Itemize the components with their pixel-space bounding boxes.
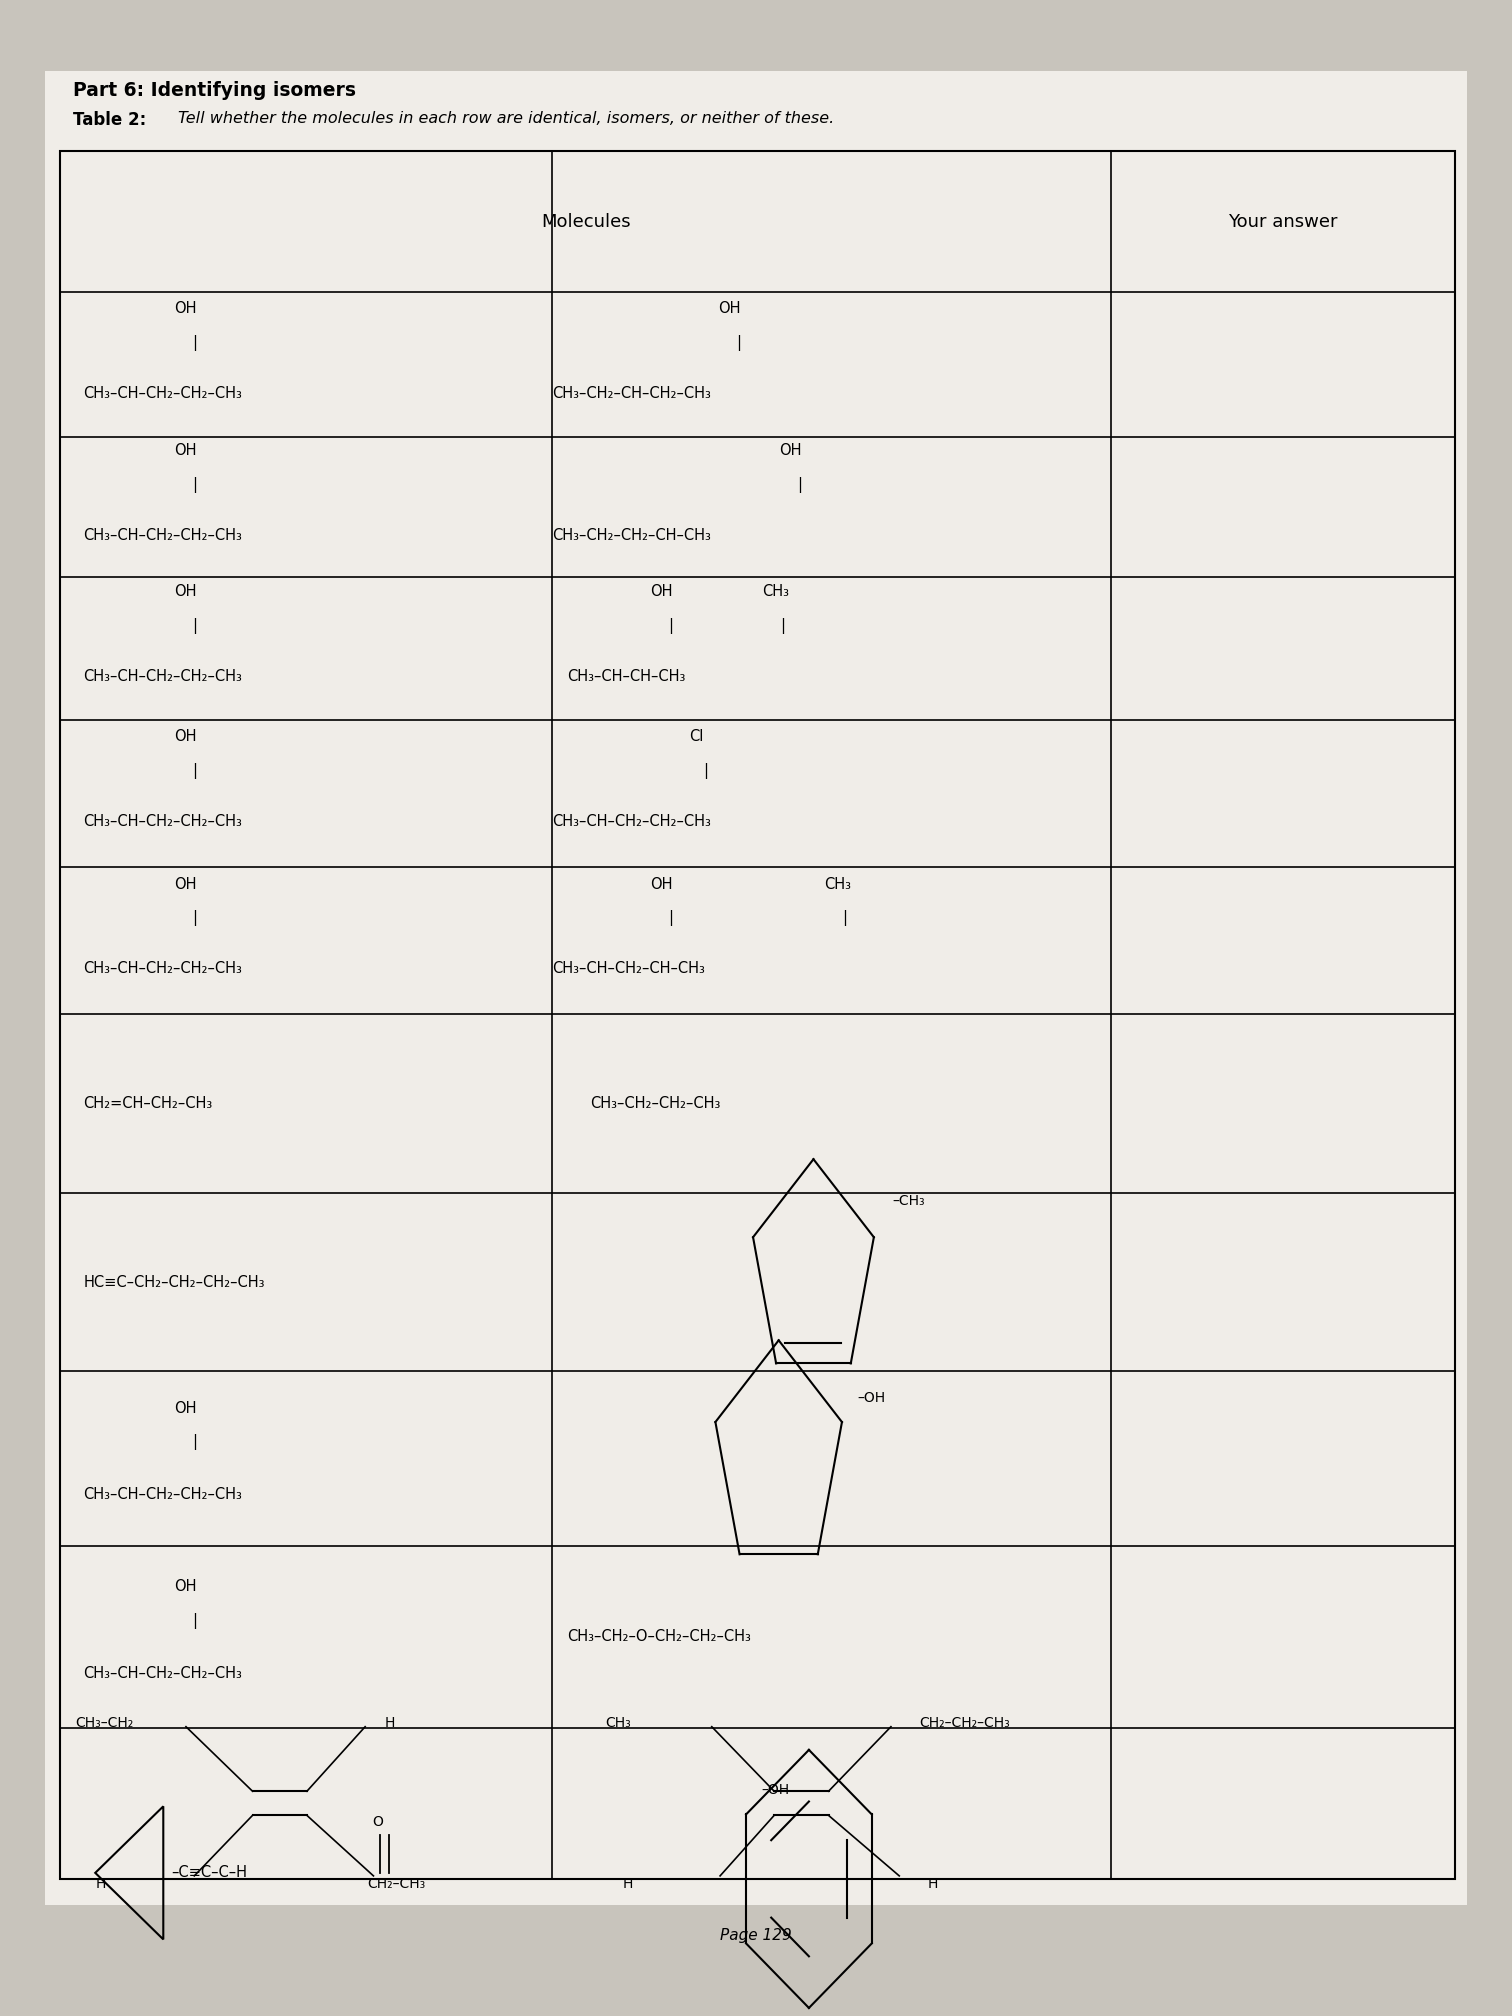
Text: CH₃: CH₃	[605, 1716, 631, 1730]
Text: |: |	[842, 911, 847, 925]
Text: CH₃–CH–CH₂–CH₂–CH₃: CH₃–CH–CH₂–CH₂–CH₃	[83, 669, 242, 683]
Text: H: H	[623, 1877, 632, 1891]
Text: |: |	[703, 764, 708, 778]
Text: H: H	[386, 1716, 395, 1730]
Text: |: |	[736, 335, 741, 351]
Text: |: |	[192, 335, 197, 351]
Text: Part 6: Identifying isomers: Part 6: Identifying isomers	[73, 81, 355, 99]
Text: CH₃–CH–CH₂–CH–CH₃: CH₃–CH–CH₂–CH–CH₃	[552, 962, 705, 976]
Text: |: |	[780, 619, 785, 633]
Text: CH₃–CH–CH–CH₃: CH₃–CH–CH–CH₃	[567, 669, 685, 683]
Text: |: |	[797, 478, 801, 492]
Text: OH: OH	[174, 1401, 197, 1415]
Text: OH: OH	[650, 585, 673, 599]
Text: HC≡C–CH₂–CH₂–CH₂–CH₃: HC≡C–CH₂–CH₂–CH₂–CH₃	[83, 1274, 265, 1290]
Text: CH₃–CH₂–CH–CH₂–CH₃: CH₃–CH₂–CH–CH₂–CH₃	[552, 385, 711, 401]
Text: OH: OH	[174, 585, 197, 599]
Text: |: |	[192, 764, 197, 778]
Text: Tell whether the molecules in each row are identical, isomers, or neither of the: Tell whether the molecules in each row a…	[178, 111, 835, 125]
Text: CH₃–CH₂–CH₂–CH₃: CH₃–CH₂–CH₂–CH₃	[590, 1097, 720, 1111]
Text: CH₂=CH–CH₂–CH₃: CH₂=CH–CH₂–CH₃	[83, 1097, 212, 1111]
Text: –OH: –OH	[761, 1784, 789, 1796]
Text: CH₃–CH–CH₂–CH₂–CH₃: CH₃–CH–CH₂–CH₂–CH₃	[552, 814, 711, 829]
Text: –OH: –OH	[857, 1391, 885, 1405]
Text: CH₃–CH–CH₂–CH₂–CH₃: CH₃–CH–CH₂–CH₂–CH₃	[83, 1665, 242, 1681]
Text: Your answer: Your answer	[1228, 214, 1338, 230]
Text: H: H	[97, 1877, 106, 1891]
Text: CH₂–CH₂–CH₃: CH₂–CH₂–CH₃	[919, 1716, 1010, 1730]
Text: CH₃–CH₂–CH₂–CH–CH₃: CH₃–CH₂–CH₂–CH–CH₃	[552, 528, 711, 542]
Text: CH₃–CH–CH₂–CH₂–CH₃: CH₃–CH–CH₂–CH₂–CH₃	[83, 1488, 242, 1502]
Text: CH₃–CH–CH₂–CH₂–CH₃: CH₃–CH–CH₂–CH₂–CH₃	[83, 385, 242, 401]
Text: CH₃–CH₂–O–CH₂–CH₂–CH₃: CH₃–CH₂–O–CH₂–CH₂–CH₃	[567, 1629, 751, 1645]
Bar	[60, 151, 1455, 1879]
Text: Cl: Cl	[689, 730, 705, 744]
Text: OH: OH	[174, 1579, 197, 1595]
Text: OH: OH	[174, 730, 197, 744]
Text: CH₃: CH₃	[824, 877, 851, 891]
FancyBboxPatch shape	[45, 71, 1467, 1905]
Text: CH₃–CH–CH₂–CH₂–CH₃: CH₃–CH–CH₂–CH₂–CH₃	[83, 962, 242, 976]
Text: |: |	[192, 1613, 197, 1629]
Text: –C≡C–C–H: –C≡C–C–H	[171, 1865, 246, 1881]
Text: |: |	[192, 911, 197, 925]
Text: Molecules: Molecules	[541, 214, 631, 230]
Text: –CH₃: –CH₃	[892, 1193, 925, 1208]
Text: OH: OH	[718, 300, 741, 317]
Text: OH: OH	[174, 444, 197, 458]
Text: CH₃–CH₂: CH₃–CH₂	[76, 1716, 135, 1730]
Text: OH: OH	[650, 877, 673, 891]
Text: OH: OH	[174, 877, 197, 891]
Text: CH₃–CH–CH₂–CH₂–CH₃: CH₃–CH–CH₂–CH₂–CH₃	[83, 814, 242, 829]
Text: |: |	[192, 478, 197, 492]
Text: |: |	[668, 911, 673, 925]
Text: CH₃: CH₃	[762, 585, 789, 599]
Text: Page 129: Page 129	[720, 1927, 792, 1943]
Text: Table 2:: Table 2:	[73, 111, 151, 129]
Text: |: |	[192, 1435, 197, 1450]
Text: OH: OH	[174, 300, 197, 317]
Text: |: |	[192, 619, 197, 633]
Text: OH: OH	[779, 444, 801, 458]
Text: H: H	[928, 1877, 937, 1891]
Text: CH₂–CH₃: CH₂–CH₃	[367, 1877, 426, 1891]
Text: CH₃–CH–CH₂–CH₂–CH₃: CH₃–CH–CH₂–CH₂–CH₃	[83, 528, 242, 542]
Text: |: |	[668, 619, 673, 633]
Text: O: O	[372, 1816, 383, 1829]
